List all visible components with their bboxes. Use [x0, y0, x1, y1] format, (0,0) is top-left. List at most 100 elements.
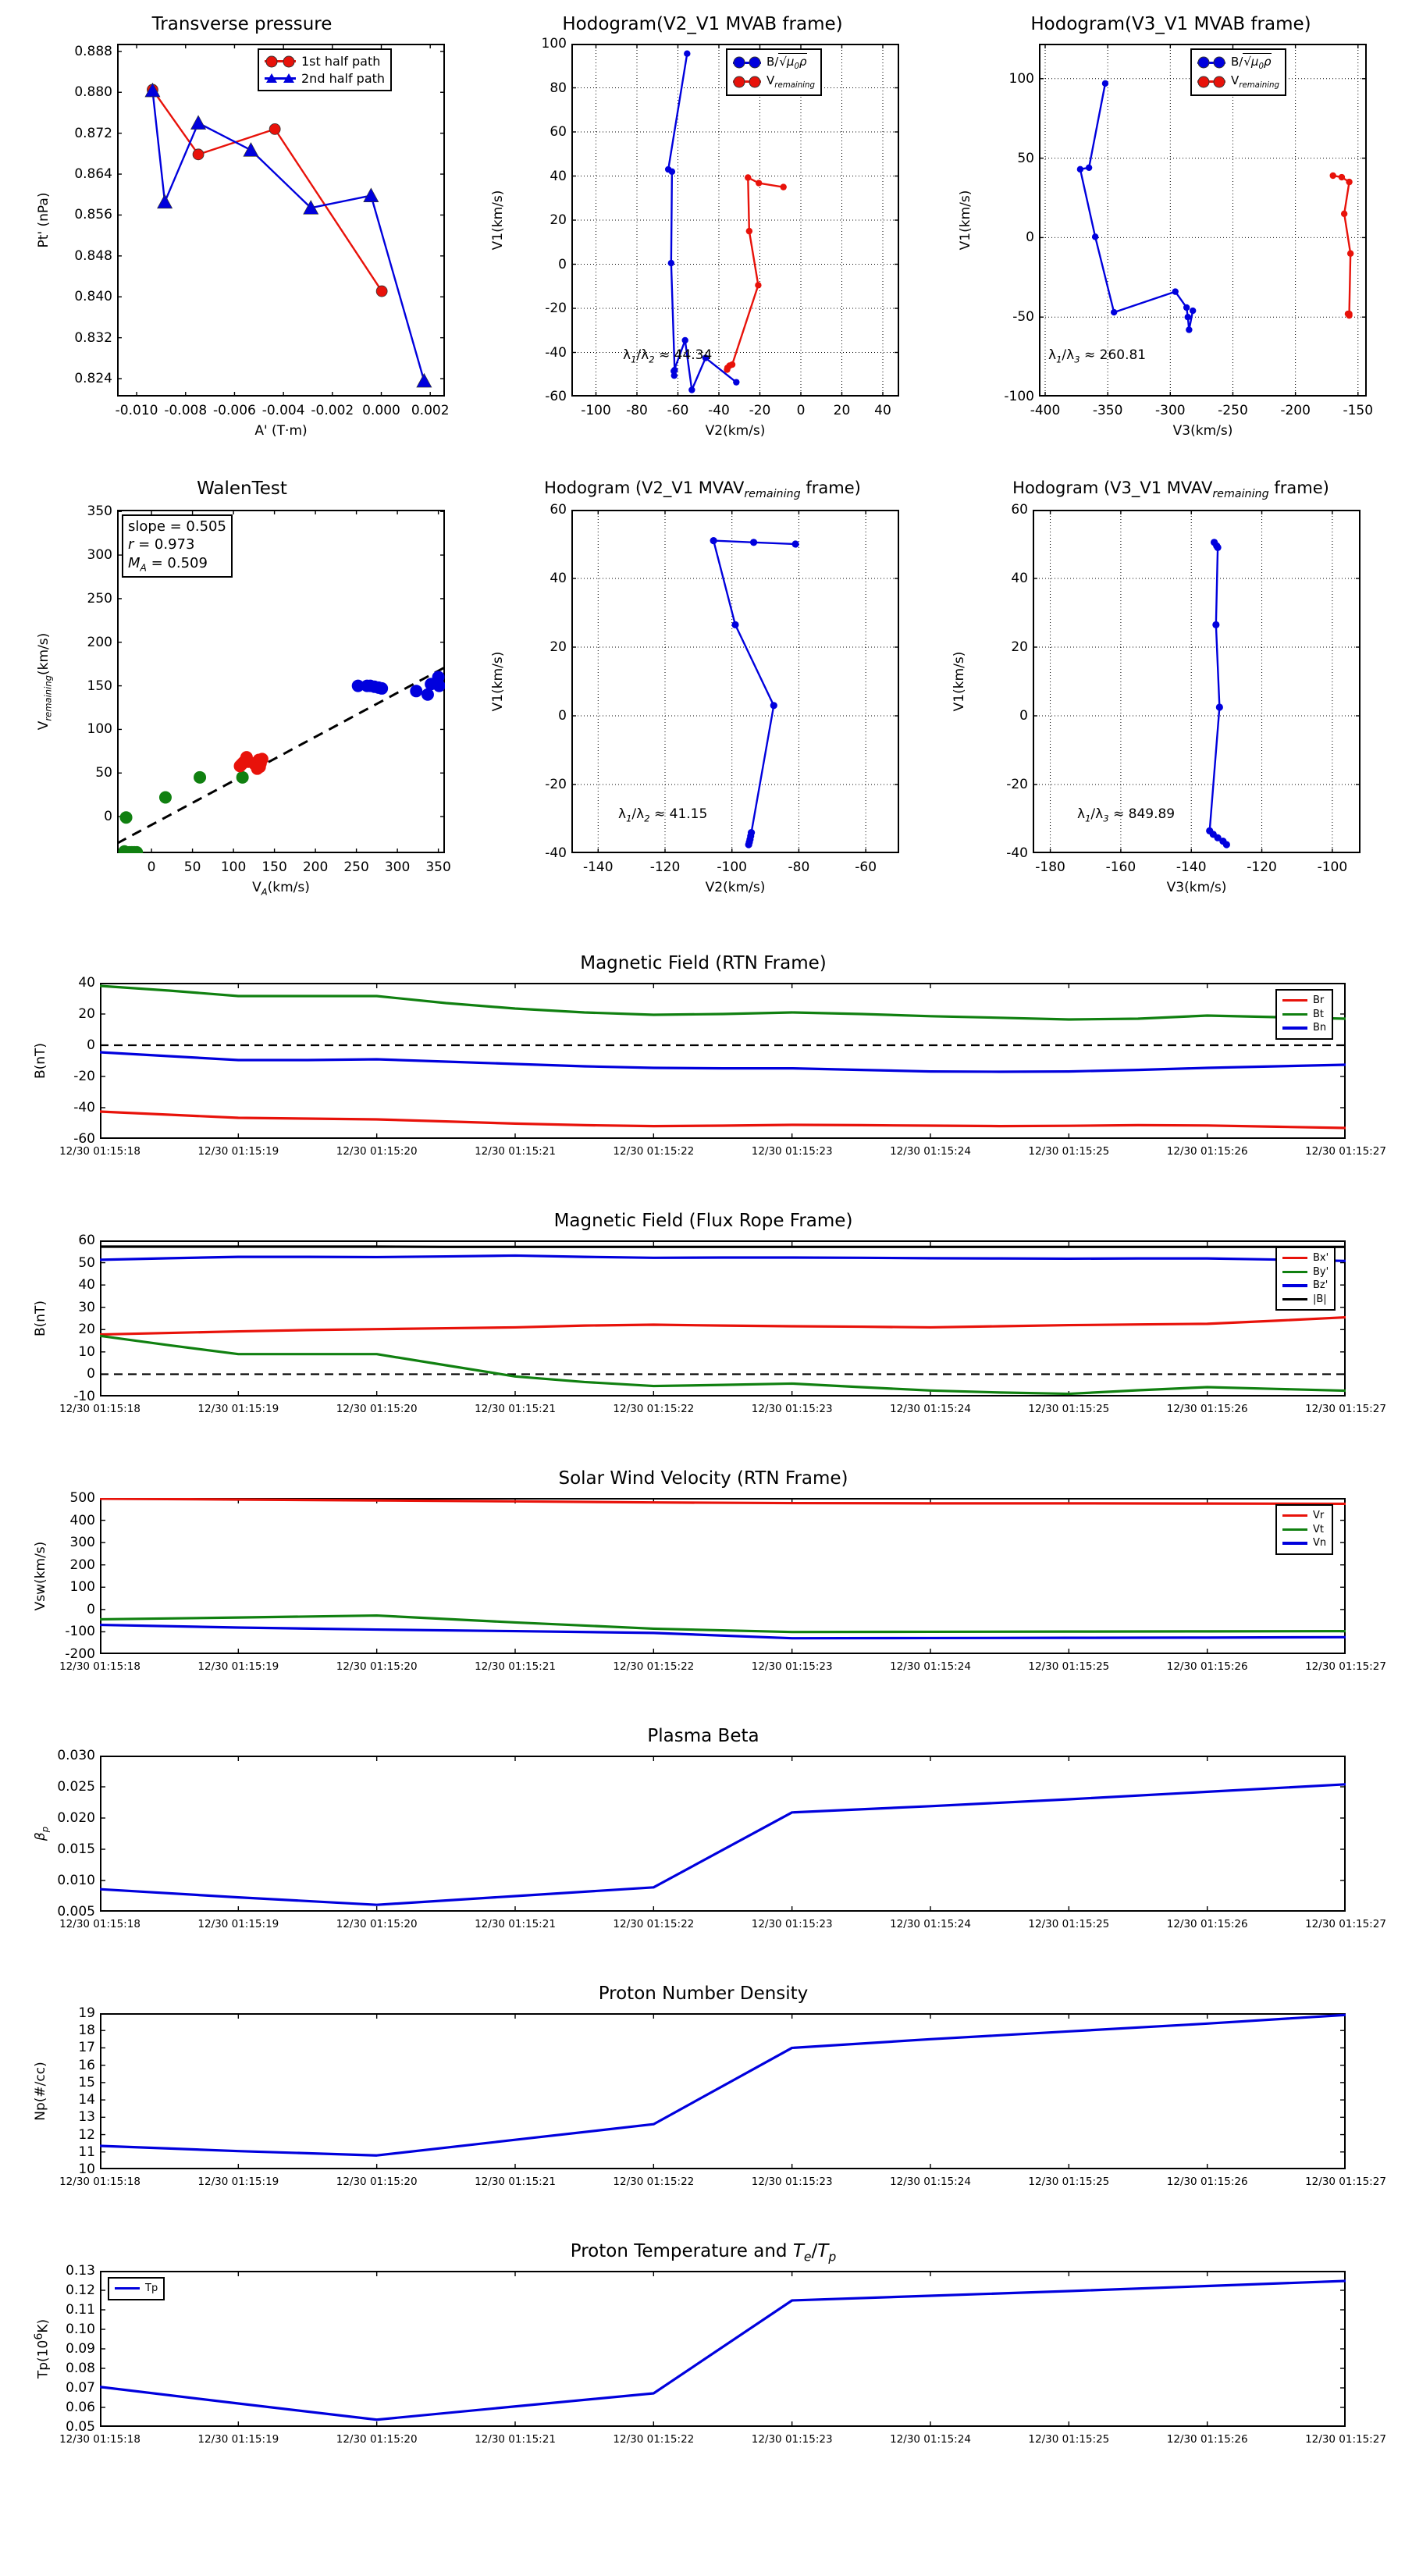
ytick-label: 200 [69, 1557, 95, 1573]
ytick-label: 0.030 [57, 1748, 95, 1763]
y-axis-label: Vsw(km/s) [33, 1541, 48, 1611]
ytick-label: 0 [1026, 229, 1034, 246]
ytick-label: 0.11 [66, 2302, 95, 2318]
walen-stats-box: slope = 0.505 r = 0.973 MA = 0.509 [122, 514, 233, 578]
legend-marker [283, 73, 295, 84]
plot-canvas-walen [117, 510, 445, 853]
x-axis-label: V2(km/s) [705, 423, 766, 439]
ytick-label: -200 [65, 1646, 95, 1662]
ytick-label: -20 [73, 1069, 95, 1084]
ytick-label: 18 [78, 2023, 95, 2039]
legend-entry: |B| [1282, 1293, 1329, 1307]
xtick-label: 12/30 01:15:22 [613, 1403, 695, 1415]
xtick-label: -300 [1155, 403, 1186, 418]
ytick-label: 60 [550, 502, 567, 518]
panel-tp: Proton Temperature and Te/Tp 0.05 0.06 0.07… [28, 2236, 1386, 2457]
xtick-label: -400 [1030, 403, 1061, 418]
ytick-label: 60 [78, 1233, 95, 1248]
legend-label: Vremaining [1231, 73, 1279, 90]
xtick-label: -0.004 [261, 403, 305, 418]
ytick-label: 16 [78, 2057, 95, 2073]
plot-area-beta [100, 1756, 1346, 1912]
xtick-label: 12/30 01:15:23 [751, 1145, 833, 1158]
plot-area-hodo_v3v1_mvav [1033, 510, 1361, 853]
legend-entry: Vn [1282, 1536, 1326, 1550]
legend-entry: Br [1282, 994, 1326, 1008]
xtick-label: -0.006 [213, 403, 256, 418]
legend-marker [1213, 76, 1225, 88]
series-line-B/√μ₀ρ [1208, 541, 1228, 846]
xtick-label: 0.002 [411, 403, 450, 418]
panel-title-hodo_v2v1_mvav: Hodogram (V2_V1 MVAVremaining frame) [544, 479, 861, 501]
legend-entry: Vr [1282, 1509, 1326, 1523]
ytick-label: -40 [545, 845, 567, 861]
xtick-label: 12/30 01:15:27 [1305, 1145, 1386, 1158]
ytick-label: 200 [87, 634, 112, 650]
panel-b_rtn: Magnetic Field (RTN Frame) -60 -40 -20 0 20 40… [28, 948, 1386, 1169]
series-line-B/√μ₀ρ [667, 52, 738, 391]
xtick-label: 12/30 01:15:20 [336, 2433, 418, 2446]
ytick-label: 150 [87, 678, 112, 694]
ytick-label: -50 [1012, 309, 1034, 326]
legend-label: Bx' [1313, 1252, 1329, 1264]
legend-label: Bt [1313, 1008, 1325, 1020]
panel-title-transverse_pressure: Transverse pressure [151, 14, 333, 34]
xtick-label: 12/30 01:15:24 [890, 1660, 971, 1673]
ytick-label: 0 [104, 809, 112, 825]
legend-entry: Vremaining [733, 73, 815, 91]
panel-walen: WalenTest 0 50 100 150 200 250 300 350 0 50 100 150 2… [23, 472, 461, 906]
panel-hodo_v3v1_mvav: Hodogram (V3_V1 MVAVremaining frame) -40-… [948, 472, 1393, 906]
y-axis-label: B(nT) [33, 1042, 48, 1080]
ytick-label: 300 [69, 1535, 95, 1551]
xtick-label: 0 [147, 859, 156, 875]
xtick-label: -100 [581, 403, 611, 418]
legend-swatch [1282, 1284, 1307, 1287]
xtick-label: 12/30 01:15:27 [1305, 1918, 1386, 1930]
xtick-label: -160 [1105, 859, 1136, 875]
legend-label: |B| [1313, 1293, 1327, 1305]
xtick-label: 12/30 01:15:21 [475, 2176, 556, 2188]
legend-entry: Bn [1282, 1021, 1326, 1035]
legend-label: Vremaining [767, 73, 815, 90]
legend-swatch [1197, 56, 1225, 69]
legend-entry: Tp [115, 2282, 158, 2296]
y-axis-label: V1(km/s) [958, 190, 973, 251]
legend-entry: Vt [1282, 1523, 1326, 1537]
xtick-label: 12/30 01:15:25 [1028, 1660, 1110, 1673]
xtick-label: -60 [667, 403, 689, 418]
y-axis-label: Np(#/cc) [33, 2062, 48, 2121]
ytick-label: 12 [78, 2126, 95, 2143]
xtick-label: 50 [183, 859, 201, 875]
y-axis-label: V1(km/s) [951, 651, 967, 712]
xtick-label: 100 [220, 859, 247, 875]
xtick-label: 12/30 01:15:19 [197, 2176, 279, 2188]
ytick-label: 0.824 [74, 371, 112, 387]
series-line-Np [100, 2013, 1346, 2157]
xtick-label: 12/30 01:15:23 [751, 1660, 833, 1673]
xtick-label: 12/30 01:15:18 [59, 1145, 140, 1158]
legend-marker [1197, 76, 1210, 88]
xtick-label: 12/30 01:15:26 [1166, 1918, 1248, 1930]
ytick-label: 40 [1011, 571, 1028, 586]
ytick-label: -20 [545, 777, 567, 792]
ytick-label: 80 [550, 80, 567, 96]
y-axis-label: Pt' (nPa) [36, 192, 52, 248]
xtick-label: -350 [1092, 403, 1123, 418]
series-line-Tp [100, 2279, 1346, 2421]
xtick-label: 12/30 01:15:22 [613, 2176, 695, 2188]
legend-v_rtn: Vr Vt Vn [1275, 1504, 1334, 1555]
plot-canvas-hodo_v2v1_mvav [571, 510, 899, 853]
series-line-Bn [100, 1051, 1346, 1073]
ytick-label: 40 [550, 168, 567, 184]
x-axis-label: V3(km/s) [1166, 880, 1227, 895]
series-line-B/√μ₀ρ [712, 539, 797, 846]
y-axis-label: B(nT) [33, 1300, 48, 1337]
ytick-label: 0.07 [66, 2380, 95, 2396]
ytick-label: -20 [545, 301, 567, 316]
ytick-label: 0.856 [74, 207, 112, 223]
legend-swatch [115, 2287, 140, 2290]
legend-entry: Bx' [1282, 1251, 1329, 1265]
panel-title-tp: Proton Temperature and Te/Tp [570, 2241, 837, 2265]
legend-entry: B/√μ0ρ [1197, 53, 1279, 73]
